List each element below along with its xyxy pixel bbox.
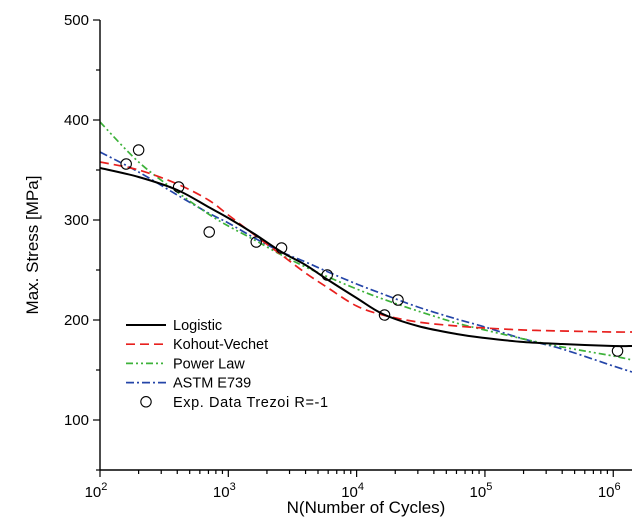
data-point	[611, 345, 624, 357]
data-point	[132, 144, 145, 156]
series-line-logistic	[100, 167, 632, 348]
y-tick-label: 100	[64, 412, 89, 429]
x-tick-label: 106	[598, 481, 621, 501]
data-point	[378, 309, 391, 321]
data-point	[203, 226, 215, 238]
data-point	[120, 158, 132, 170]
legend-label: Logistic	[173, 318, 222, 334]
data-point	[250, 236, 262, 248]
legend-label: Exp. Data Trezoi R=-1	[173, 395, 329, 411]
data-points	[120, 144, 624, 357]
series-line-power-law	[100, 121, 632, 361]
legend-marker	[140, 396, 152, 408]
data-point	[321, 269, 333, 281]
legend-label: ASTM E739	[173, 376, 251, 392]
legend-item: Kohout-Vechet	[126, 337, 268, 353]
data-point	[392, 294, 404, 306]
data-point	[275, 242, 288, 254]
legend-label: Kohout-Vechet	[173, 337, 268, 353]
x-tick-label: 102	[85, 481, 108, 501]
legend-item: Power Law	[126, 356, 245, 372]
x-axis-title: N(Number of Cycles)	[287, 498, 446, 517]
x-axis-ticks: 102 103 104 105 106	[85, 470, 621, 501]
y-axis-title: Max. Stress [MPa]	[23, 176, 42, 315]
y-tick-label: 300	[64, 212, 89, 229]
legend: Logistic Kohout-Vechet Power Law ASTM E739 E…	[126, 318, 329, 411]
y-tick-label: 500	[64, 12, 89, 29]
x-tick-label: 103	[213, 481, 236, 501]
legend-item: Exp. Data Trezoi R=-1	[140, 395, 329, 411]
y-tick-label: 200	[64, 312, 89, 329]
data-point	[172, 181, 185, 193]
legend-label: Power Law	[173, 356, 245, 372]
axes: 102 103 104 105 106 100 200 300 400 500	[64, 12, 632, 501]
series-layer	[100, 121, 632, 373]
y-tick-label: 400	[64, 112, 89, 129]
x-tick-label: 105	[470, 481, 493, 501]
series-line-kohout-vechet	[100, 161, 632, 333]
legend-item: ASTM E739	[126, 376, 251, 392]
plot-area	[100, 121, 632, 373]
legend-item: Logistic	[126, 318, 222, 334]
y-axis-ticks: 100 200 300 400 500	[64, 12, 100, 471]
x-tick-label: 104	[341, 481, 364, 501]
